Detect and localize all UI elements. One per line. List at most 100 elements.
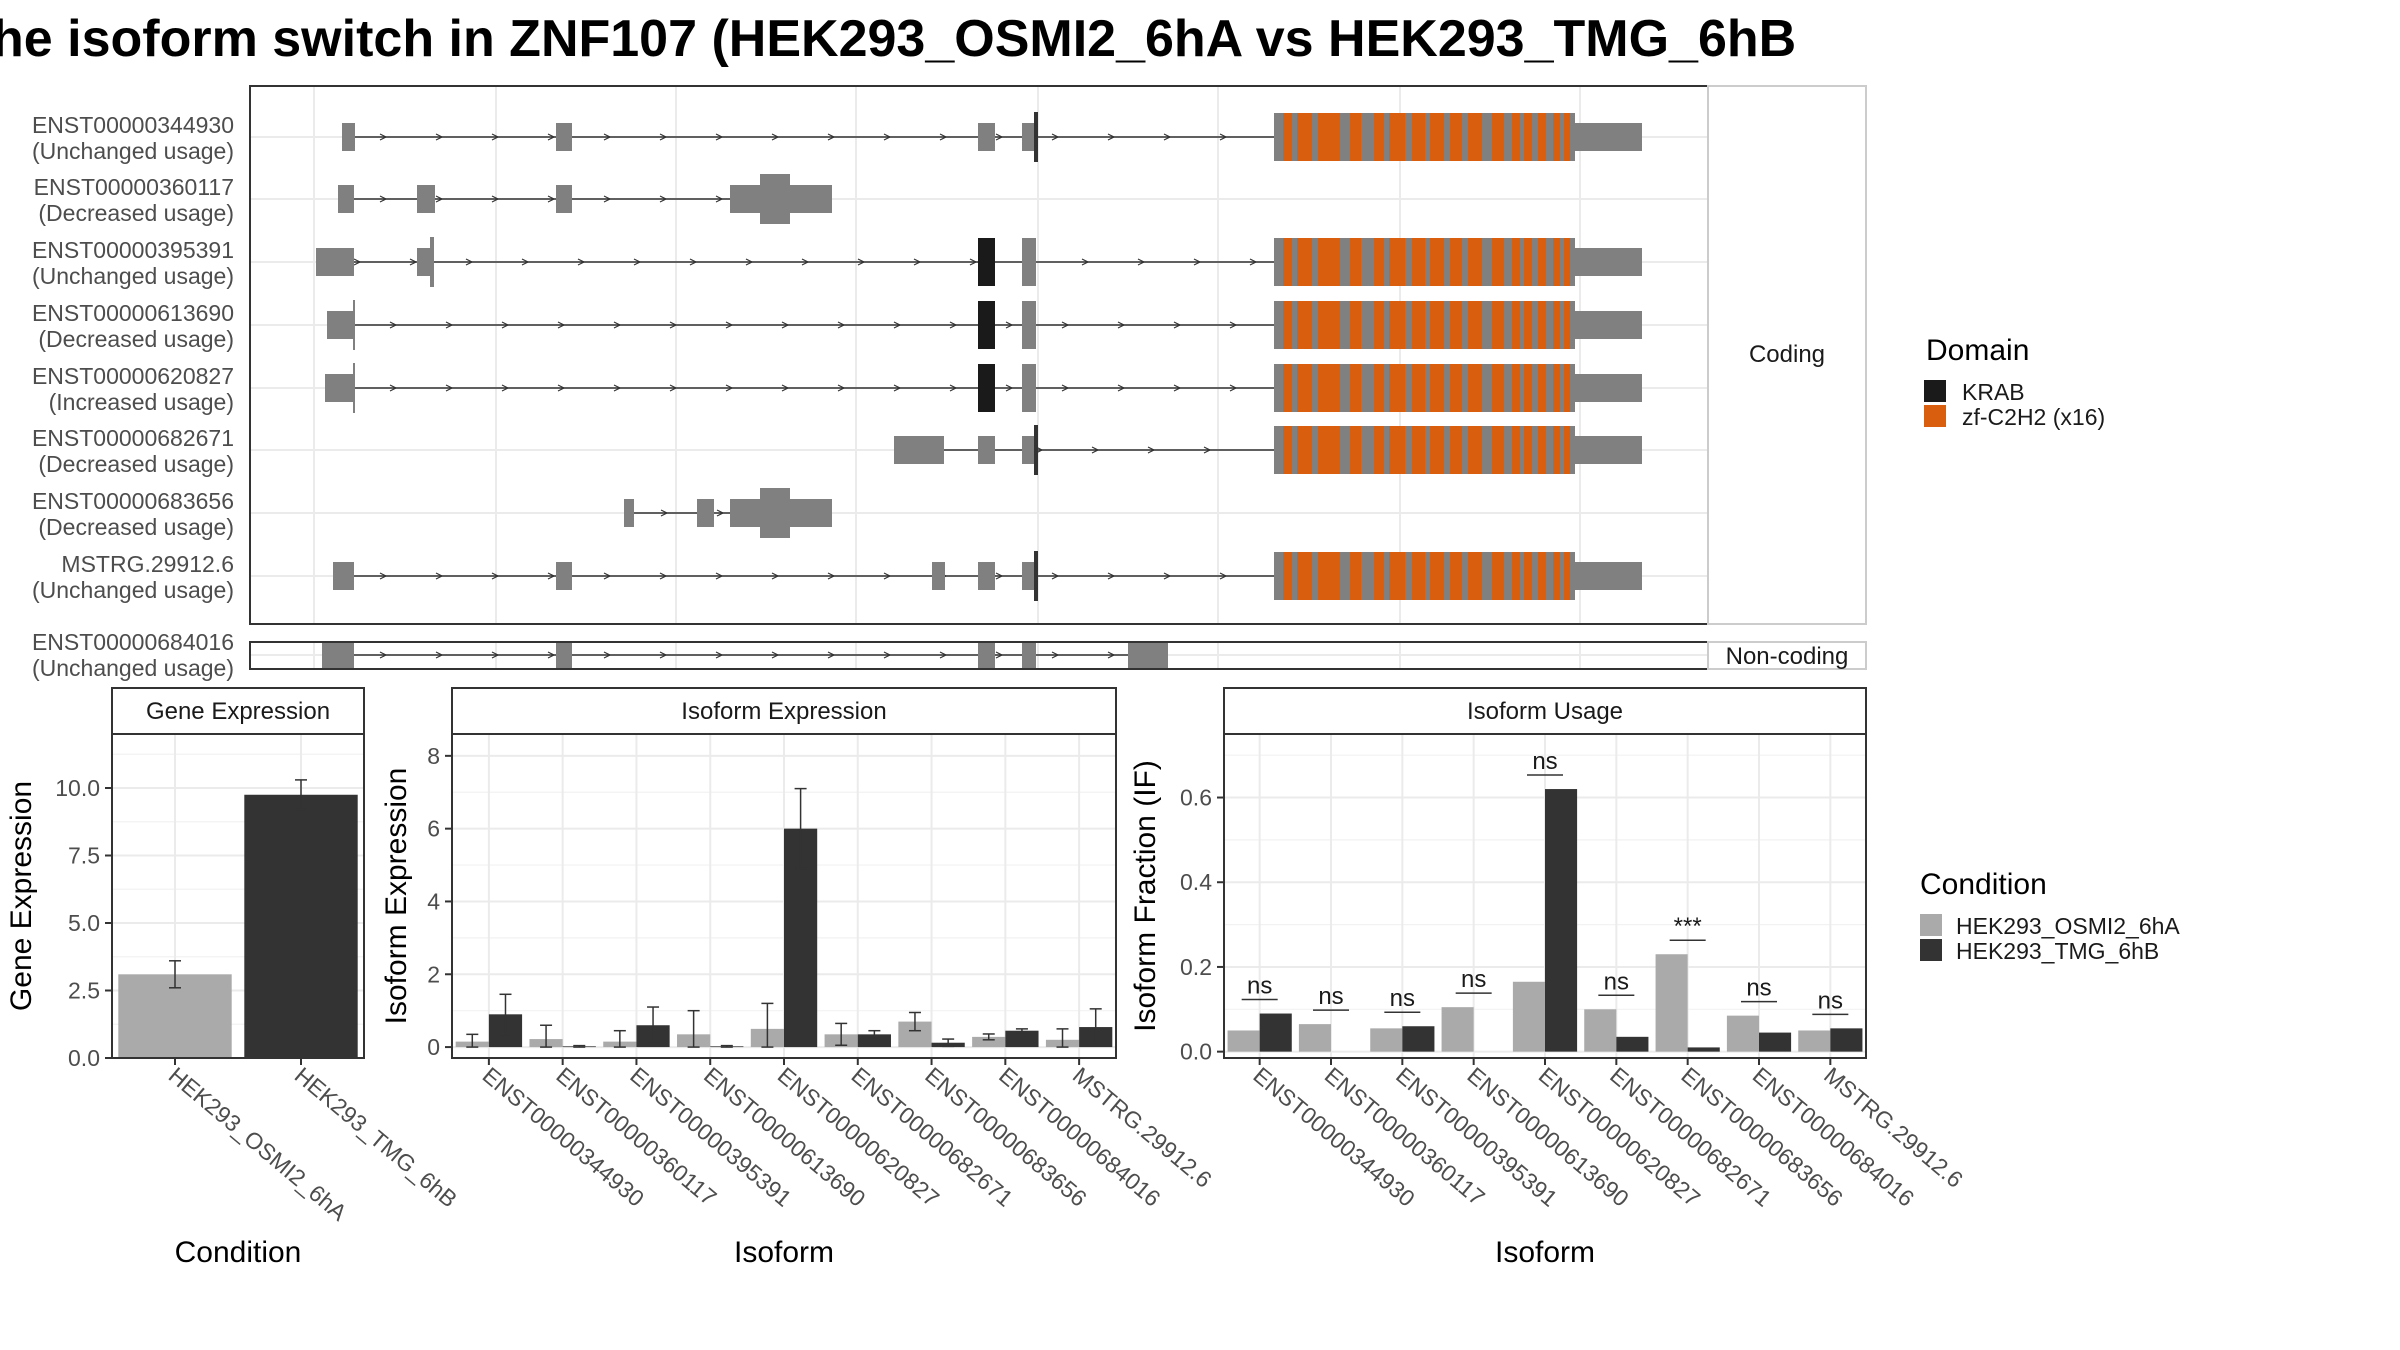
domain-legend-title: Domain <box>1926 334 2029 367</box>
exon-block <box>342 123 355 151</box>
zf-c2h2-domain <box>1538 364 1546 412</box>
strand-arrow <box>669 321 678 329</box>
strand-arrow <box>939 133 948 141</box>
transcript-usage-label: (Unchanged usage) <box>32 138 234 164</box>
strand-arrow <box>837 321 846 329</box>
zf-c2h2-domain <box>1512 552 1520 600</box>
strand-arrow <box>1061 384 1070 392</box>
exon-block <box>316 248 354 276</box>
isoform-bar <box>1005 1030 1039 1048</box>
exon-block <box>1034 425 1038 475</box>
zf-c2h2-domain <box>1450 552 1462 600</box>
significance-label: ns <box>1390 985 1415 1012</box>
isoform-bar <box>1259 1013 1292 1052</box>
zf-c2h2-domain <box>1318 364 1340 412</box>
zf-c2h2-domain <box>1468 113 1482 161</box>
isoform-expression-chart: Isoform Expression02468ENST00000344930EN… <box>380 687 1217 1269</box>
strand-arrow <box>827 572 836 580</box>
zf-c2h2-domain <box>1430 301 1444 349</box>
zf-c2h2-domain <box>1564 426 1570 474</box>
strand-arrow <box>939 651 948 659</box>
strand-arrow <box>1005 321 1014 329</box>
exon-block <box>338 185 354 213</box>
strand-arrow <box>1163 572 1172 580</box>
y-tick-label: 5.0 <box>68 910 100 936</box>
zf-c2h2-domain <box>1389 238 1405 286</box>
zf-c2h2-domain <box>1512 364 1520 412</box>
strand-arrow <box>801 258 810 266</box>
zf-c2h2-domain <box>1350 301 1361 349</box>
zf-c2h2-domain <box>1553 364 1560 412</box>
zf-c2h2-domain <box>1318 113 1340 161</box>
strand-arrow <box>603 651 612 659</box>
condition-legend-title: Condition <box>1920 868 2047 901</box>
zf-c2h2-domain <box>1564 238 1570 286</box>
zf-c2h2-domain <box>1297 426 1312 474</box>
zf-c2h2-domain <box>1350 364 1361 412</box>
exon-block <box>556 123 572 151</box>
zf-c2h2-domain <box>1283 364 1292 412</box>
strand-arrow <box>1117 321 1126 329</box>
exon-block <box>1575 248 1642 276</box>
exon-block <box>556 642 572 669</box>
transcript-usage-label: (Unchanged usage) <box>32 655 234 681</box>
zf-c2h2-domain <box>1297 301 1312 349</box>
isoform-bar <box>1830 1028 1863 1052</box>
strand-arrow <box>465 258 474 266</box>
zf-c2h2-domain <box>1283 113 1292 161</box>
zf-c2h2-domain <box>1524 552 1532 600</box>
strand-arrow <box>659 195 668 203</box>
transcript-id-label: ENST00000684016 <box>32 629 234 655</box>
isoform-bar <box>1726 1015 1759 1052</box>
strand-arrow <box>1163 133 1172 141</box>
plot-border <box>111 733 365 1059</box>
noncoding-facet-strip <box>1707 641 1867 670</box>
strand-arrow <box>491 651 500 659</box>
exon-block <box>556 185 572 213</box>
strand-arrow <box>995 133 1004 141</box>
zf-c2h2-domain <box>1350 113 1361 161</box>
strand-arrow <box>557 321 566 329</box>
isoform-bar <box>972 1036 1006 1048</box>
strand-arrow <box>435 572 444 580</box>
legend-swatch-osmi2 <box>1920 914 1942 936</box>
strand-arrow <box>837 384 846 392</box>
zf-c2h2-domain <box>1374 552 1384 600</box>
zf-c2h2-domain <box>1389 113 1405 161</box>
figure-title: he isoform switch in ZNF107 (HEK293_OSMI… <box>0 10 1796 68</box>
exon-block <box>1022 123 1036 151</box>
zf-c2h2-domain <box>1412 301 1425 349</box>
zf-c2h2-domain <box>1283 426 1292 474</box>
transcript-usage-label: (Decreased usage) <box>38 200 234 226</box>
significance-label: ns <box>1247 973 1272 1000</box>
exon-block <box>556 562 572 590</box>
strand-arrow <box>409 258 418 266</box>
zf-c2h2-domain <box>1468 301 1482 349</box>
y-tick-label: 7.5 <box>68 843 100 869</box>
strand-arrow <box>389 321 398 329</box>
zf-c2h2-domain <box>1492 552 1504 600</box>
transcript-usage-label: (Decreased usage) <box>38 326 234 352</box>
coding-facet-strip <box>1707 85 1867 625</box>
significance-label: ns <box>1461 966 1486 993</box>
strand-arrow <box>659 572 668 580</box>
zf-c2h2-domain <box>1412 238 1425 286</box>
strand-arrow <box>1193 258 1202 266</box>
exon-block <box>978 123 995 151</box>
zf-c2h2-domain <box>1553 238 1560 286</box>
strand-arrow <box>1061 321 1070 329</box>
transcript-usage-label: (Unchanged usage) <box>32 577 234 603</box>
exon-block <box>894 436 944 464</box>
x-axis-title: Isoform <box>1495 1236 1595 1269</box>
zf-c2h2-domain <box>1350 552 1361 600</box>
transcript-structure-panel: ENST00000344930(Unchanged usage)ENST0000… <box>32 85 1867 681</box>
isoform-bar <box>1655 954 1688 1052</box>
y-tick-label: 0.0 <box>1180 1039 1212 1065</box>
strand-arrow <box>1051 133 1060 141</box>
strand-arrow <box>577 258 586 266</box>
zf-c2h2-domain <box>1524 364 1532 412</box>
zf-c2h2-domain <box>1512 113 1520 161</box>
legend-swatch-zf-c2h2 <box>1924 405 1946 427</box>
strand-arrow <box>715 133 724 141</box>
significance-label: ns <box>1604 968 1629 995</box>
